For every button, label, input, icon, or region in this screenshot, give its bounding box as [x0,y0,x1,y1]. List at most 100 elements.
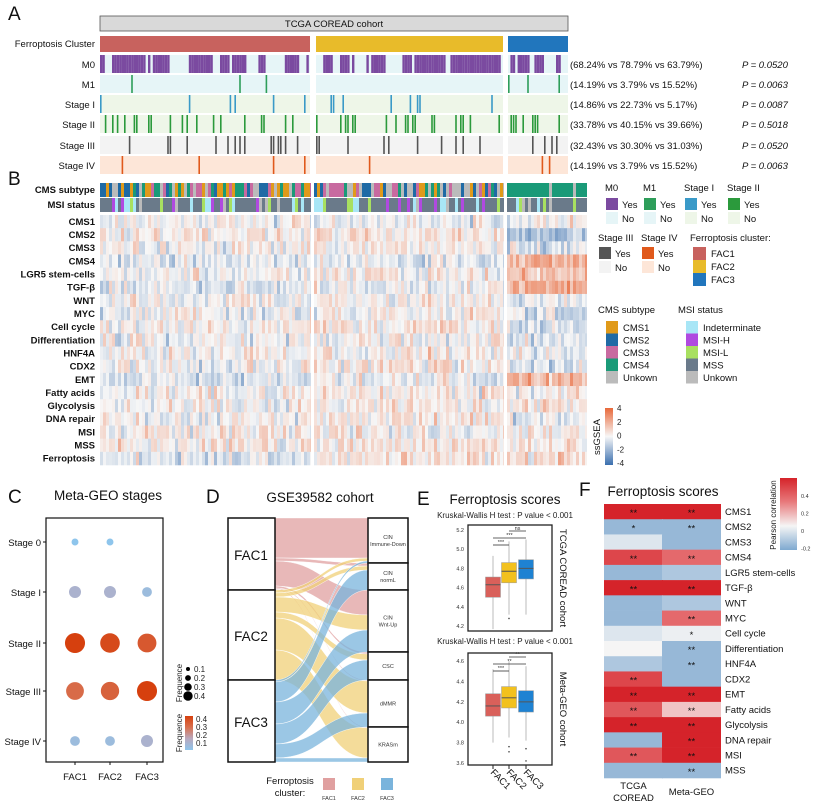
heatmap-cell [564,451,567,466]
msi-annotation-cell [289,198,292,212]
heatmap-cell [395,333,398,347]
y-tick-label: 3.8 [456,741,464,747]
heatmap-cell [513,425,516,439]
heatmap-cell [404,372,407,387]
heatmap-cell [537,412,540,426]
sample-tick [119,55,122,73]
heatmap-cell [151,267,154,282]
heatmap-cell [537,293,540,308]
heatmap-cell [232,228,235,242]
heatmap-cell [428,425,431,439]
heatmap-cell [103,254,106,268]
heatmap-cell [555,254,558,268]
heatmap-cell [199,307,202,321]
cms-annotation-cell [407,183,410,197]
cms-annotation-cell [193,183,196,197]
sample-tick [157,55,160,73]
heatmap-cell [552,267,555,282]
heatmap-cell [253,372,256,387]
heatmap-cell [323,307,326,321]
heatmap-cell [211,307,214,321]
heatmap-cell [389,280,392,295]
heatmap-cell [359,386,362,400]
legend-swatch-yes [685,198,697,210]
heatmap-cell [323,333,326,347]
heatmap-cell [238,293,241,308]
size-legend-dot [184,683,192,691]
heatmap-cell [488,241,491,255]
heatmap-cell [513,333,516,347]
color-legend-label: 0.2 [196,731,208,740]
heatmap-cell [407,254,410,268]
heatmap-cell [304,372,307,387]
sankey-target-label: normL [380,578,396,584]
heatmap-cell [401,280,404,295]
heatmap-cell [371,359,374,374]
sample-tick [467,55,470,73]
msi-annotation-cell [522,198,525,212]
heatmap-cell [181,280,184,295]
heatmap-cell [410,451,413,466]
sample-tick [227,136,229,154]
heatmap-cell [112,346,115,361]
heatmap-cell [136,372,139,387]
heatmap-cell [166,372,169,387]
size-legend-label: 0.3 [194,683,206,692]
heatmap-cell [229,333,232,347]
heatmap-cell [485,280,488,295]
heatmap-cell [359,215,362,229]
heatmap-cell [235,215,238,229]
cms-annotation-cell [127,183,130,197]
heatmap-cell [564,412,567,426]
heatmap-cell [525,333,528,347]
sample-tick [224,55,228,73]
msi-annotation-cell [106,198,109,212]
heatmap-cell [455,372,458,387]
heatmap-cell [250,425,253,439]
frequency-dot [140,734,154,748]
heatmap-cell [516,267,519,282]
heatmap-cell [326,386,329,400]
heatmap-cell [350,333,353,347]
heatmap-cell [395,293,398,308]
heatmap-cell [244,438,247,453]
legend-label: Unkown [623,373,657,384]
msi-annotation-cell [431,198,434,212]
sample-tick [196,55,199,73]
heatmap-cell [516,320,519,334]
heatmap-cell [244,386,247,400]
heatmap-cell [148,412,151,426]
sample-tick [241,55,244,73]
heatmap-cell [531,267,534,282]
heatmap-cell [226,386,229,400]
heatmap-cell [443,254,446,268]
heatmap-cell [118,372,121,387]
heatmap-cell [341,254,344,268]
heatmap-cell [145,451,148,466]
sample-tick [131,75,133,93]
heatmap-cell [238,399,241,413]
heatmap-cell [229,451,232,466]
heatmap-cell [193,346,196,361]
cms-annotation-cell [157,183,160,197]
heatmap-cell [338,399,341,413]
sample-tick [196,115,198,133]
heatmap-cell [356,267,359,282]
heatmap-cell [154,320,157,334]
heatmap-cell [142,215,145,229]
heatmap-cell [190,267,193,282]
heatmap-cell [365,280,368,295]
heatmap-cell [446,372,449,387]
cms-annotation-cell [476,183,479,197]
sample-tick [383,136,385,154]
heatmap-cell [464,425,467,439]
heatmap-cell [422,228,425,242]
heatmap-cell [497,307,500,321]
sample-tick [316,136,318,154]
heatmap-cell [298,320,301,334]
heatmap-cell [522,241,525,255]
heatmap-cell [223,386,226,400]
heatmap-cell [410,254,413,268]
heatmap-cell [407,333,410,347]
heatmap-cell [157,346,160,361]
